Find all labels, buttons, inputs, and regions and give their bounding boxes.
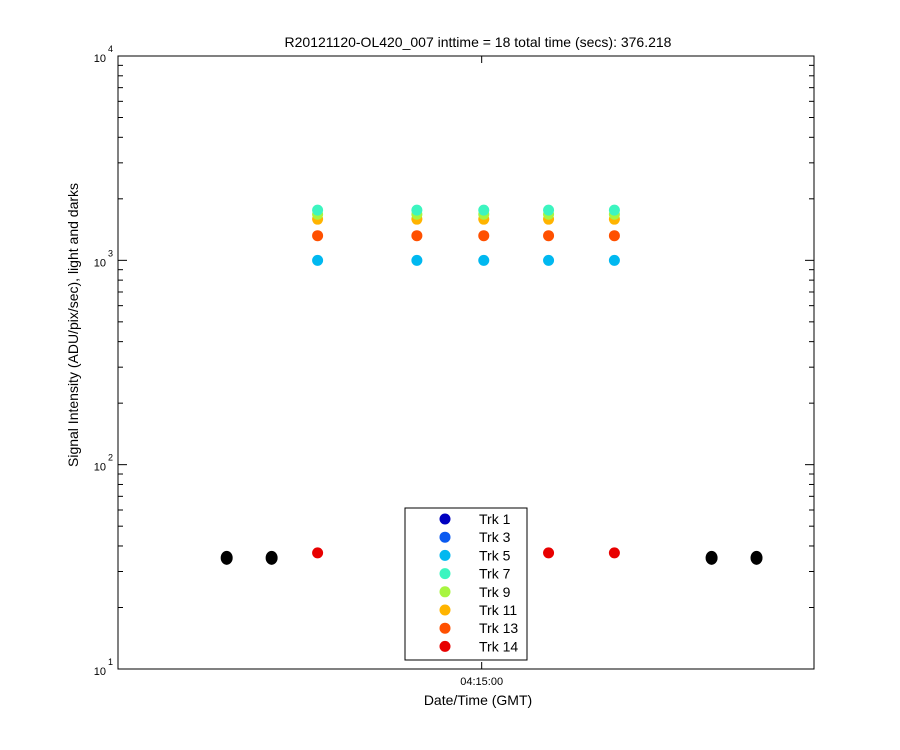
legend-label: Trk 7 [479,566,511,582]
y-tick-exponent: 1 [108,657,113,667]
legend-marker [439,586,451,598]
data-point [543,547,555,559]
y-tick-label: 10 [94,257,106,269]
data-point [312,547,324,559]
data-point [312,254,324,266]
y-tick-label: 10 [94,53,106,65]
data-point [543,230,555,242]
legend-marker [439,604,451,616]
data-point [411,254,423,266]
legend: Trk 1 Trk 3 Trk 5 Trk 7 Trk 9 Trk 11 Trk 13 Trk… [404,507,528,661]
x-axis-label: Date/Time (GMT) [424,692,532,708]
legend-label: Trk 1 [479,511,511,527]
data-point [411,230,423,242]
legend-marker [439,549,451,561]
y-axis-label: Signal Intensity (ADU/pix/sec), light an… [65,183,81,467]
legend-marker [439,622,451,634]
legend-label: Trk 11 [479,602,517,618]
data-point [608,254,620,266]
data-point-dark [705,550,718,565]
y-tick-exponent: 3 [108,248,113,258]
data-point [478,204,490,216]
legend-label: Trk 5 [479,547,511,563]
data-point [312,230,324,242]
data-point-dark [265,550,278,565]
legend-marker [439,640,451,652]
x-axis-ticks: 04:15:00 [460,56,503,688]
y-tick-label: 10 [94,666,106,678]
legend-label: Trk 3 [479,529,511,545]
data-point [543,204,555,216]
legend-label: Trk 13 [479,620,518,636]
data-point [312,204,324,216]
data-point [543,254,555,266]
legend-label: Trk 9 [479,584,511,600]
data-point [608,230,620,242]
y-tick-exponent: 4 [108,44,113,54]
legend-label: Trk 14 [479,638,518,654]
data-point-dark [220,550,233,565]
data-point [478,230,490,242]
data-point [478,254,490,266]
legend-marker [439,568,451,580]
legend-marker [439,531,451,543]
data-point [411,204,423,216]
legend-marker [439,513,451,525]
legend-box [404,507,528,661]
chart-title: R20121120-OL420_007 inttime = 18 total t… [285,34,672,50]
y-minor-ticks [118,64,814,608]
x-tick-label: 04:15:00 [460,676,503,688]
data-point [608,204,620,216]
y-tick-label: 10 [94,462,106,474]
data-point [608,547,620,559]
y-tick-exponent: 2 [108,453,113,463]
data-point-dark [750,550,763,565]
